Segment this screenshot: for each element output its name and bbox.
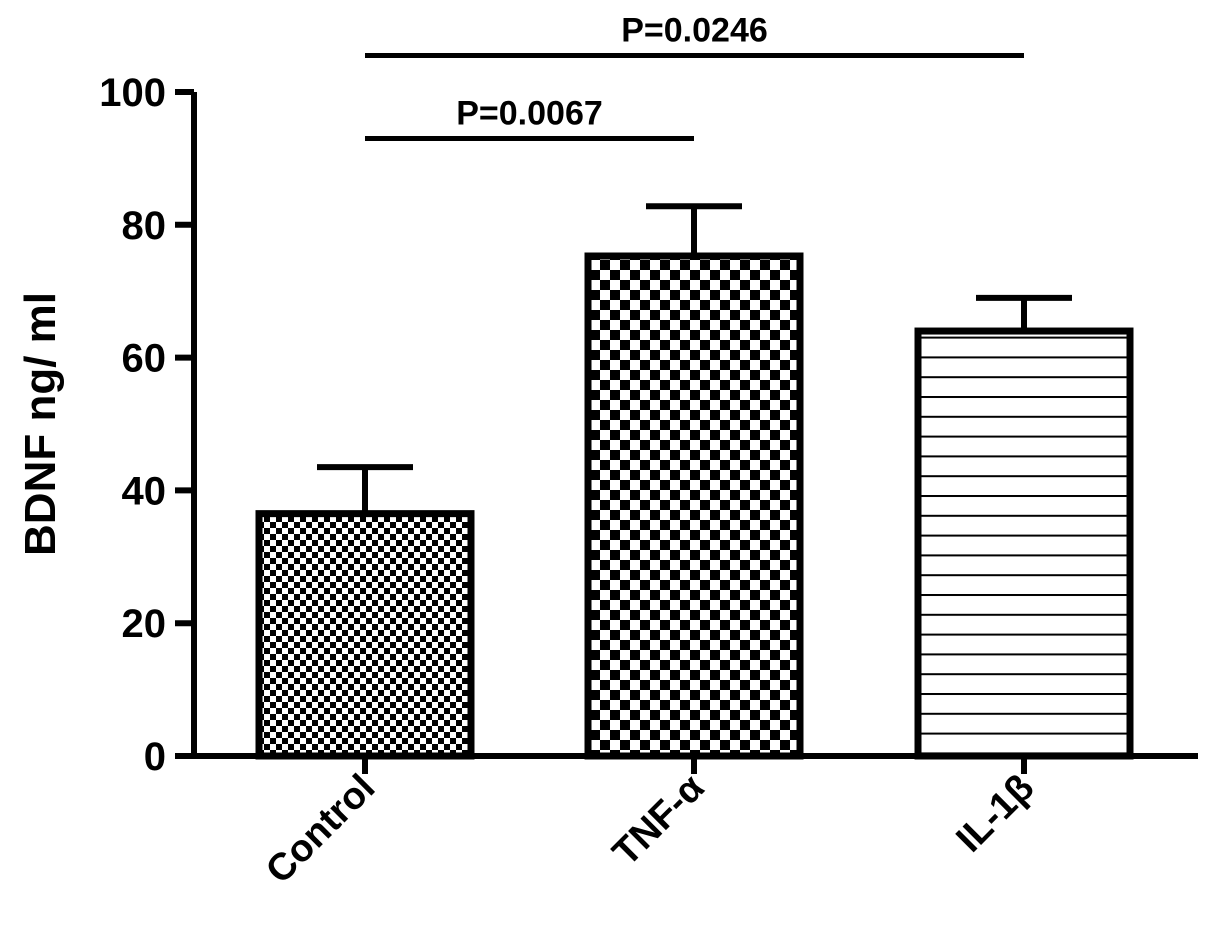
y-axis-label: BDNF ng/ ml <box>16 292 65 556</box>
x-ticks-layer: Control TNF-α IL-1β <box>258 756 1042 892</box>
annotations-layer: P=0.0067 P=0.0246 <box>365 11 1024 141</box>
y-tick-label: 0 <box>144 735 166 779</box>
y-tick-label: 100 <box>99 71 166 115</box>
x-category-label: IL-1β <box>948 767 1042 861</box>
y-tick-label: 60 <box>122 337 167 381</box>
bar-control <box>255 510 475 760</box>
bars-layer <box>255 203 1134 760</box>
y-tick-label: 40 <box>122 469 167 513</box>
x-category-label: Control <box>258 767 383 892</box>
significance-label: P=0.0246 <box>621 11 768 49</box>
significance-label: P=0.0067 <box>456 94 603 132</box>
bar-il-1 <box>914 327 1134 760</box>
x-category-label: TNF-α <box>605 767 712 874</box>
y-tick-label: 80 <box>122 204 167 248</box>
bar-tnf <box>584 252 804 760</box>
y-tick-label: 20 <box>122 602 167 646</box>
y-ticks-layer: 0 20 40 60 80 100 <box>99 71 194 779</box>
